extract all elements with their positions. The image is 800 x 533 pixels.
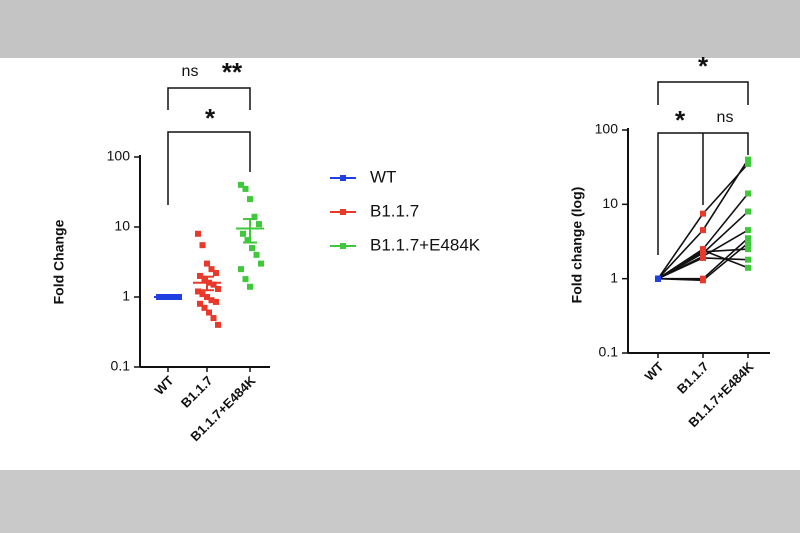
data-point <box>215 286 221 293</box>
data-point <box>240 230 246 237</box>
data-point <box>242 185 249 192</box>
data-point <box>700 247 706 254</box>
y-tick-label: 0.1 <box>111 358 131 374</box>
top-band <box>0 0 800 58</box>
data-point <box>242 276 249 283</box>
data-point <box>247 283 253 290</box>
y-axis-label: Fold Change <box>51 219 67 304</box>
bracket <box>167 87 251 110</box>
data-point <box>745 256 751 263</box>
significance: * <box>698 51 709 81</box>
data-point <box>745 160 751 167</box>
data-point <box>249 245 255 252</box>
significance: * <box>205 103 216 133</box>
data-point <box>215 321 221 328</box>
data-point <box>206 309 212 316</box>
data-point <box>700 254 706 261</box>
data-point <box>700 277 706 284</box>
legend-label: B1.1.7+E484K <box>370 235 481 254</box>
data-point <box>745 208 751 215</box>
data-point <box>745 240 751 247</box>
data-point <box>258 260 264 267</box>
data-point <box>700 210 706 217</box>
y-tick-label: 100 <box>107 148 131 164</box>
bracket <box>167 131 251 205</box>
data-point <box>238 181 244 188</box>
data-point <box>256 221 262 228</box>
data-point <box>208 297 215 304</box>
data-point <box>210 315 217 322</box>
bottom-band <box>0 470 800 533</box>
y-tick-label: 10 <box>602 195 618 211</box>
legend-marker <box>340 243 346 249</box>
data-point <box>195 230 201 237</box>
data-point <box>208 266 215 273</box>
data-point <box>195 288 201 295</box>
data-point <box>655 275 661 282</box>
y-tick-label: 1 <box>610 269 618 285</box>
data-point <box>210 281 217 288</box>
data-point <box>253 251 260 258</box>
data-point <box>204 294 210 300</box>
y-tick-label: 10 <box>114 218 130 234</box>
data-point <box>197 300 203 307</box>
data-point <box>204 260 210 267</box>
brackets <box>167 81 749 255</box>
data-point <box>700 227 706 234</box>
data-point <box>251 213 258 220</box>
significance: ns <box>182 63 199 80</box>
y-tick-label: 1 <box>122 288 130 304</box>
data-point <box>745 156 751 163</box>
data-point <box>201 304 208 311</box>
data-point <box>745 227 751 234</box>
panel <box>0 58 800 470</box>
data-point <box>244 237 251 244</box>
data-point <box>745 246 751 253</box>
data-point <box>745 264 751 271</box>
y-axis-label: Fold change (log) <box>569 187 585 304</box>
legend-label: B1.1.7 <box>370 201 419 220</box>
y-tick-label: 100 <box>595 121 619 137</box>
data-point <box>201 276 208 283</box>
legend-label: WT <box>370 167 396 186</box>
data-point <box>199 242 206 249</box>
data-point <box>213 270 219 277</box>
y-tick-label: 0.1 <box>599 344 619 360</box>
data-point <box>238 266 244 273</box>
data-point <box>745 235 751 242</box>
significance: ns <box>717 109 734 126</box>
bracket <box>657 81 749 105</box>
significance: ** <box>222 57 243 87</box>
data-point <box>213 298 219 305</box>
data-point <box>247 196 253 203</box>
data-point <box>745 190 751 197</box>
significance: * <box>675 105 686 135</box>
data-point <box>199 291 206 298</box>
legend-marker <box>340 209 346 215</box>
legend-marker <box>340 175 346 181</box>
